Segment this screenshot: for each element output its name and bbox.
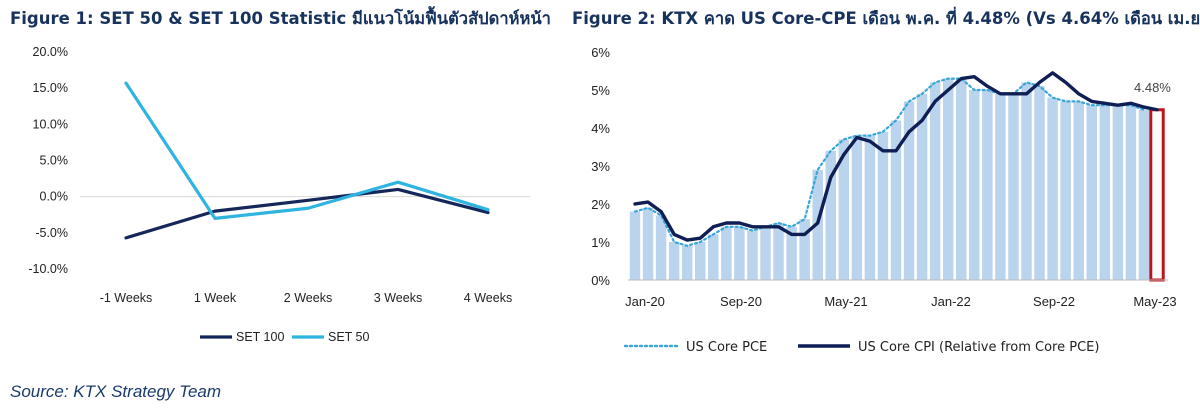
pce-bar	[1021, 82, 1032, 281]
pce-bar	[1047, 97, 1058, 280]
y-tick-label: -10.0%	[28, 262, 68, 276]
pce-bar	[890, 120, 902, 281]
pce-bar	[721, 226, 732, 280]
legend-label: US Core CPI (Relative from Core PCE)	[858, 340, 1099, 355]
series-line-us-core-pce	[633, 77, 1146, 247]
pce-bar	[642, 207, 654, 280]
pce-bar	[629, 211, 641, 280]
pce-bar	[655, 215, 667, 280]
pce-bar	[1034, 86, 1045, 280]
x-tick-label: -1 Weeks	[100, 291, 153, 305]
pce-bar	[864, 135, 876, 280]
pce-bar	[956, 78, 967, 280]
value-annotation: 4.48%	[1134, 80, 1171, 95]
x-tick-label: Sep-20	[720, 294, 762, 309]
pce-bar	[747, 230, 758, 280]
pce-bar	[916, 93, 928, 280]
x-tick-label: 1 Week	[194, 291, 237, 305]
pce-bar	[1073, 101, 1084, 281]
x-tick-label: May-23	[1133, 294, 1176, 309]
pce-bar	[773, 223, 784, 280]
pce-bar	[942, 78, 954, 280]
pce-bar	[995, 93, 1006, 280]
x-tick-label: Jan-20	[625, 294, 665, 309]
y-tick-label: 0.0%	[40, 190, 69, 204]
pce-bar	[1112, 105, 1124, 280]
pce-bar	[760, 226, 771, 280]
x-tick-label: May-21	[824, 294, 867, 309]
pce-bar	[1099, 105, 1111, 280]
x-tick-label: 3 Weeks	[374, 291, 422, 305]
legend-label: SET 100	[236, 330, 284, 344]
series-line-set-100	[124, 187, 490, 240]
x-tick-label: Jan-22	[931, 294, 971, 309]
x-tick-label: 2 Weeks	[284, 291, 332, 305]
y-tick-label: 10.0%	[33, 117, 68, 131]
pce-bar	[877, 131, 889, 280]
legend-label: US Core PCE	[686, 340, 767, 355]
y-tick-label: 6%	[591, 45, 610, 60]
y-tick-label: 5.0%	[40, 154, 69, 168]
y-tick-label: 1%	[591, 235, 610, 250]
pce-bar	[969, 90, 980, 280]
pce-bar	[903, 101, 915, 281]
y-tick-label: 15.0%	[33, 81, 68, 95]
pce-bar	[1008, 93, 1019, 280]
pce-bar	[982, 90, 993, 280]
pce-bar	[668, 242, 680, 280]
pce-bar	[681, 245, 693, 280]
pce-bar	[851, 135, 863, 280]
pce-bar	[1086, 105, 1097, 280]
y-tick-label: 20.0%	[33, 45, 68, 59]
source-note: Source: KTX Strategy Team	[10, 382, 222, 401]
pce-bar	[799, 219, 810, 280]
x-tick-label: Sep-22	[1033, 294, 1075, 309]
series-line-us-core-cpi	[633, 71, 1159, 242]
y-tick-label: -5.0%	[35, 226, 68, 240]
set-statistic-line-chart: -10.0% -5.0% 0.0% 5.0% 10.0% 15.0% 20.0% -1 Wee…	[28, 45, 530, 344]
pce-bar	[825, 150, 836, 280]
pce-bar	[838, 139, 850, 280]
pce-bar	[1125, 105, 1137, 280]
x-tick-label: 4 Weeks	[464, 291, 512, 305]
y-tick-label: 0%	[591, 273, 610, 288]
pce-bar	[1060, 101, 1071, 281]
y-tick-label: 2%	[591, 197, 610, 212]
y-tick-label: 4%	[591, 121, 610, 136]
y-tick-label: 3%	[591, 159, 610, 174]
y-tick-label: 5%	[591, 83, 610, 98]
legend-label: SET 50	[328, 330, 370, 344]
figure1-title: Figure 1: SET 50 & SET 100 Statistic มีแ…	[10, 9, 551, 28]
pce-bar	[786, 226, 797, 280]
pce-bar	[929, 82, 941, 281]
pce-bar	[695, 242, 706, 280]
pce-bar	[708, 234, 719, 280]
pce-bar	[1138, 109, 1150, 280]
series-line-set-50	[124, 81, 490, 220]
us-core-pce-chart: 0% 1% 2% 3% 4% 5% 6% 4.48% Jan-20 Sep-20 May-21 Jan…	[591, 45, 1176, 355]
forecast-highlight-bar	[1149, 108, 1165, 282]
figure2-title: Figure 2: KTX คาด US Core-CPE เดือน พ.ค.…	[572, 9, 1200, 28]
pce-bar	[734, 226, 745, 280]
